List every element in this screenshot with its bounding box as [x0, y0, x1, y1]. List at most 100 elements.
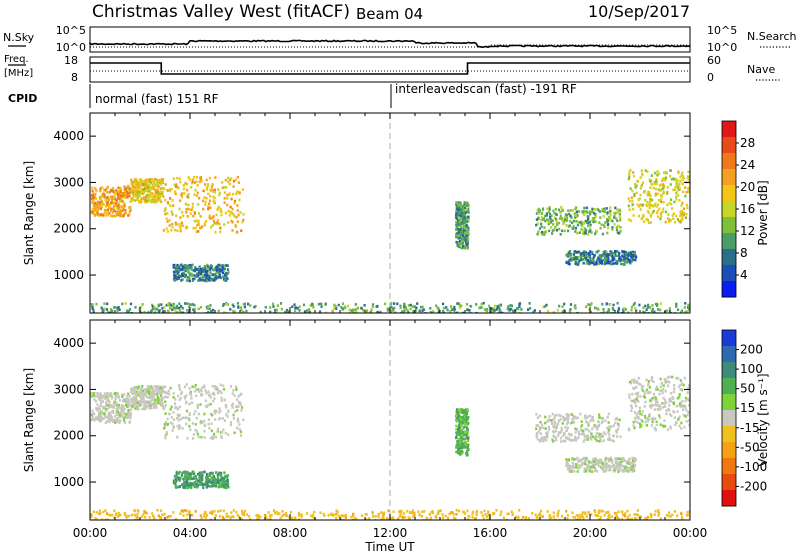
power-echo-cell — [651, 309, 654, 313]
velocity-echo-cell — [595, 426, 598, 429]
power-echo-cell — [105, 202, 109, 205]
power-echo-cell — [204, 203, 207, 206]
velocity-echo-cell — [98, 398, 101, 401]
power-echo-cell — [116, 309, 119, 313]
velocity-echo-cell — [643, 405, 646, 408]
power-echo-cell — [658, 207, 661, 211]
velocity-echo-cell — [178, 479, 181, 482]
nsearch-label: N.Search — [747, 30, 797, 43]
freq-label: Freq. — [4, 54, 29, 65]
power-echo-cell — [668, 307, 671, 310]
velocity-echo-cell — [110, 396, 114, 400]
velocity-echo-cell — [256, 517, 259, 520]
power-echo-cell — [498, 311, 501, 313]
velocity-echo-cell — [208, 393, 211, 397]
velocity-echo-cell — [200, 471, 203, 474]
power-echo-cell — [183, 192, 186, 195]
cpid-mode-interleaved: interleavedscan (fast) -191 RF — [395, 82, 577, 96]
cpid-row: CPID normal (fast) 151 RF interleavedsca… — [8, 82, 577, 108]
velocity-echo-cell — [661, 402, 664, 405]
power-echo-cell — [209, 266, 212, 270]
power-echo-cell — [548, 212, 552, 216]
velocity-echo-cell — [538, 414, 541, 418]
power-echo-cell — [206, 188, 209, 191]
velocity-echo-cell — [544, 435, 547, 439]
velocity-echo-cell — [457, 413, 460, 416]
velocity-echo-cell — [223, 398, 226, 402]
power-echo-cell — [429, 307, 432, 310]
power-echo-cell — [537, 210, 541, 214]
power-echo-cell — [558, 217, 561, 220]
power-echo-cell — [638, 197, 641, 200]
power-echo-cell — [130, 197, 133, 201]
velocity-echo-cell — [218, 411, 221, 414]
power-echo-cell — [195, 230, 198, 234]
velocity-echo-cell — [600, 421, 603, 425]
velocity-echo-cell — [148, 388, 151, 392]
power-echo-cell — [170, 210, 173, 213]
velocity-echo-cell — [458, 421, 461, 425]
velocity-echo-cell — [666, 379, 669, 383]
power-echo-cell — [139, 184, 142, 187]
power-echo-cell — [572, 219, 575, 223]
power-echo-cell — [100, 199, 103, 203]
power-echo-cell — [197, 307, 200, 311]
power-echo-cell — [138, 193, 142, 196]
power-echo-cell — [117, 189, 120, 193]
power-echo-cell — [363, 304, 366, 307]
velocity-echo-cell — [134, 386, 137, 390]
power-echo-cell — [205, 277, 208, 281]
power-echo-cell — [203, 222, 206, 225]
velocity-echo-cell — [455, 417, 459, 420]
velocity-echo-cell — [170, 416, 173, 419]
power-echo-cell — [578, 231, 581, 234]
velocity-echo-cell — [96, 408, 99, 412]
power-echo-cell — [552, 209, 555, 213]
velocity-echo-cell — [688, 423, 690, 427]
velocity-echo-cell — [223, 485, 227, 488]
power-echo-cell — [619, 226, 622, 229]
power-echo-cell — [168, 302, 171, 305]
velocity-echo-cell — [183, 475, 186, 479]
power-echo-cell — [601, 232, 604, 236]
power-echo-cell — [679, 180, 682, 183]
velocity-echo-cell — [586, 428, 589, 431]
power-echo-cell — [155, 192, 158, 196]
velocity-echo-cell — [234, 410, 237, 413]
power-echo-cell — [231, 229, 234, 232]
power-echo-cell — [341, 308, 344, 311]
velocity-echo-cell — [132, 396, 135, 399]
power-echo-cell — [229, 308, 232, 311]
velocity-echo-cell — [178, 405, 181, 409]
power-echo-cell — [209, 264, 212, 268]
velocity-echo-cell — [668, 409, 671, 412]
velocity-echo-cell — [218, 407, 221, 410]
velocity-echo-cell — [166, 392, 169, 395]
velocity-echo-cell — [190, 472, 193, 475]
velocity-echo-cell — [312, 515, 315, 519]
velocity-echo-cell — [639, 425, 642, 429]
power-echo-cell — [108, 211, 111, 215]
velocity-echo-cell — [463, 410, 467, 413]
power-echo-cell — [217, 205, 220, 209]
power-echo-cell — [202, 189, 205, 193]
velocity-echo-cell — [212, 399, 215, 403]
velocity-echo-cell — [617, 427, 620, 431]
velocity-echo-cell — [564, 425, 567, 429]
velocity-echo-cell — [190, 401, 194, 404]
velocity-echo-cell — [236, 420, 240, 423]
velocity-echo-cell — [104, 407, 107, 411]
velocity-echo-cell — [169, 386, 172, 390]
velocity-echo-cell — [226, 484, 229, 487]
power-echo-cell — [580, 228, 583, 231]
velocity-echo-region — [565, 456, 638, 473]
power-echo-cell — [604, 252, 607, 256]
power-echo-cell — [616, 259, 619, 263]
velocity-echo-cell — [666, 428, 670, 432]
velocity-echo-cell — [164, 404, 167, 407]
power-echo-cell — [294, 306, 297, 310]
power-echo-cell — [664, 170, 667, 174]
power-echo-cell — [188, 279, 191, 283]
power-echo-cell — [605, 217, 609, 221]
power-echo-cell — [642, 306, 645, 310]
